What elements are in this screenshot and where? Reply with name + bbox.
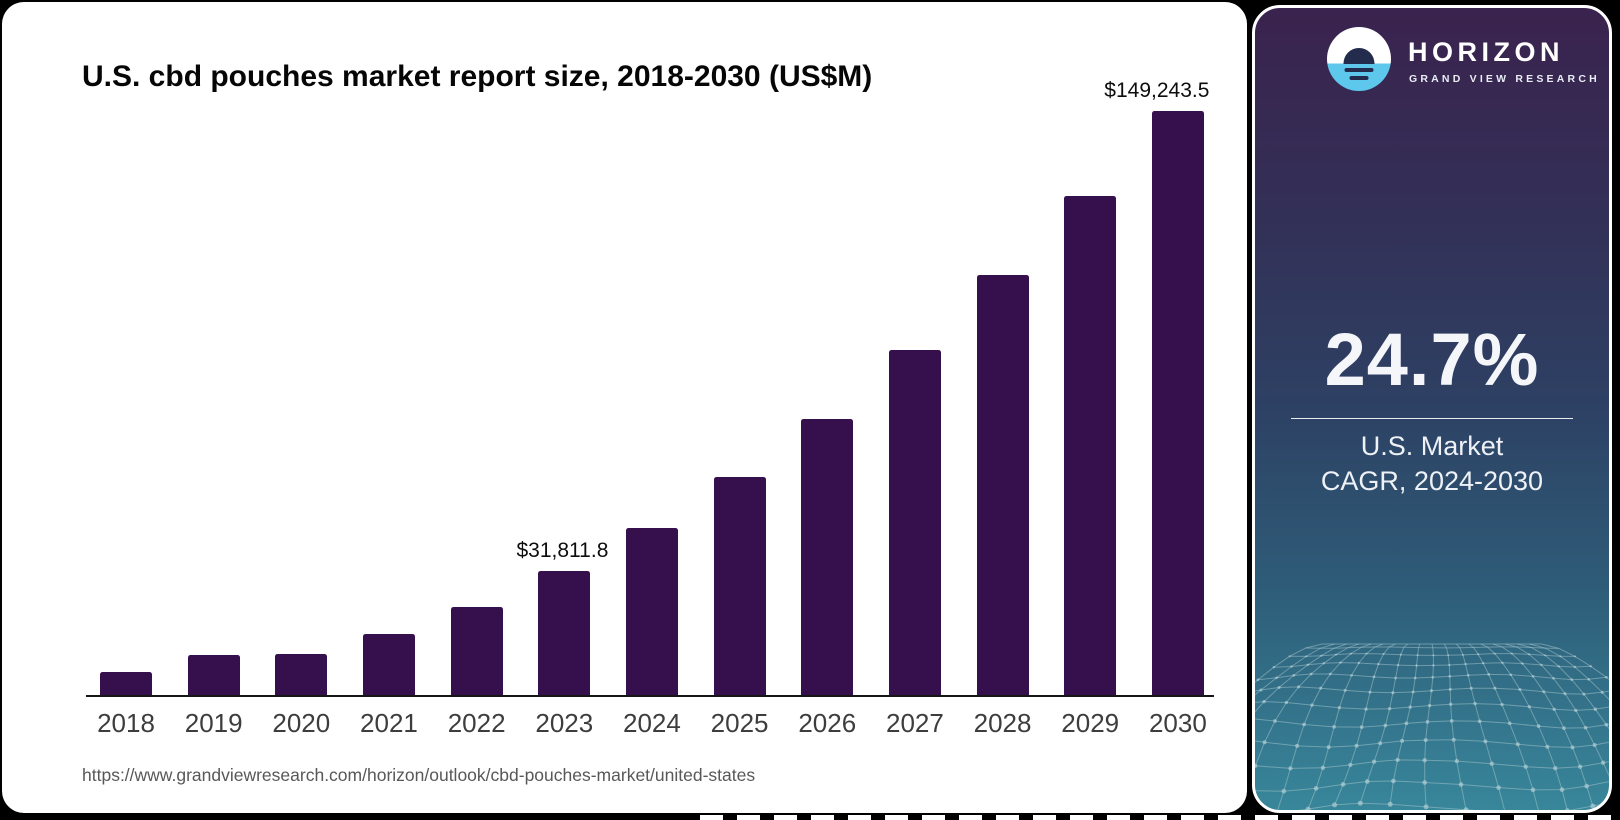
sidebar: HORIZON GRAND VIEW RESEARCH 24.7% U.S. M… <box>1252 5 1612 813</box>
bar-group-2023: $31,811.8 2023 <box>517 111 609 739</box>
x-tick-2018: 2018 <box>97 708 155 738</box>
bar-group-2028: 2028 <box>974 111 1031 738</box>
bar-2023: $31,811.8 <box>517 539 608 695</box>
bar-value-label-2030: $149,243.5 <box>1104 79 1210 102</box>
bar-group-2022: 2022 <box>448 111 506 738</box>
bar-2021 <box>362 634 415 695</box>
cagr-label-line1: U.S. Market <box>1360 431 1504 461</box>
logo-reflection-line <box>1349 76 1369 80</box>
bar-2026 <box>801 418 854 695</box>
bar-group-2027: 2027 <box>886 111 944 738</box>
cagr-value: 24.7% <box>1324 318 1540 401</box>
bar-group-2029: 2029 <box>1061 111 1119 738</box>
bar-2018 <box>100 671 152 695</box>
x-tick-2023: 2023 <box>535 708 594 738</box>
logo-reflection-line <box>1344 68 1374 72</box>
bar-2025 <box>713 477 766 695</box>
brand-subtitle: GRAND VIEW RESEARCH <box>1409 73 1600 85</box>
chart-card: U.S. cbd pouches market report size, 201… <box>2 2 1247 813</box>
bar-group-2021: 2021 <box>360 111 418 738</box>
bar-group-2024: 2024 <box>623 111 681 738</box>
x-tick-2022: 2022 <box>447 708 506 738</box>
bar-group-2020: 2020 <box>272 111 330 738</box>
bar-group-2026: 2026 <box>798 111 856 738</box>
chart-title: U.S. cbd pouches market report size, 201… <box>82 60 873 94</box>
logo-sun-icon <box>1343 48 1375 64</box>
x-tick-2025: 2025 <box>710 708 769 738</box>
x-tick-2026: 2026 <box>798 708 857 738</box>
x-tick-2030: 2030 <box>1148 708 1207 738</box>
bar-group-2030: $149,243.5 2030 <box>1104 79 1209 738</box>
bar-2022 <box>450 607 503 695</box>
bar-2019 <box>187 655 240 695</box>
bar-2028 <box>976 274 1029 695</box>
x-tick-2020: 2020 <box>272 708 331 738</box>
bar-2024 <box>625 527 678 695</box>
bar-group-2019: 2019 <box>185 111 243 738</box>
bar-2020 <box>275 654 328 695</box>
brand-name: HORIZON <box>1408 37 1564 67</box>
x-tick-2029: 2029 <box>1061 708 1120 738</box>
x-tick-2024: 2024 <box>623 708 681 738</box>
x-tick-2021: 2021 <box>360 708 418 738</box>
bar-group-2018: 2018 <box>97 111 155 738</box>
wireframe-mesh-decoration <box>1255 643 1609 810</box>
bar-2030: $149,243.5 <box>1104 79 1209 695</box>
cagr-label: U.S. Market CAGR, 2024-2030 <box>1255 429 1609 498</box>
bar-group-2025: 2025 <box>711 111 769 738</box>
x-tick-2019: 2019 <box>184 708 243 738</box>
cagr-label-line2: CAGR, 2024-2030 <box>1320 465 1544 496</box>
bar-2027 <box>888 349 941 695</box>
divider-line <box>1291 418 1573 419</box>
x-tick-2027: 2027 <box>885 708 944 738</box>
bars-container: 2018 2019 2020 2021 2022 $31,811.8 2023 2024 202… <box>97 79 1209 739</box>
bar-value-label-2023: $31,811.8 <box>516 538 609 562</box>
source-url: https://www.grandviewresearch.com/horizo… <box>82 765 756 785</box>
horizon-logo-icon <box>1327 27 1391 91</box>
x-tick-2028: 2028 <box>973 708 1032 738</box>
bar-2029 <box>1064 195 1117 695</box>
bar-chart-plot: 2018 2019 2020 2021 2022 $31,811.8 2023 2024 202… <box>86 79 1214 739</box>
bottom-dashes-decoration <box>700 815 1612 820</box>
